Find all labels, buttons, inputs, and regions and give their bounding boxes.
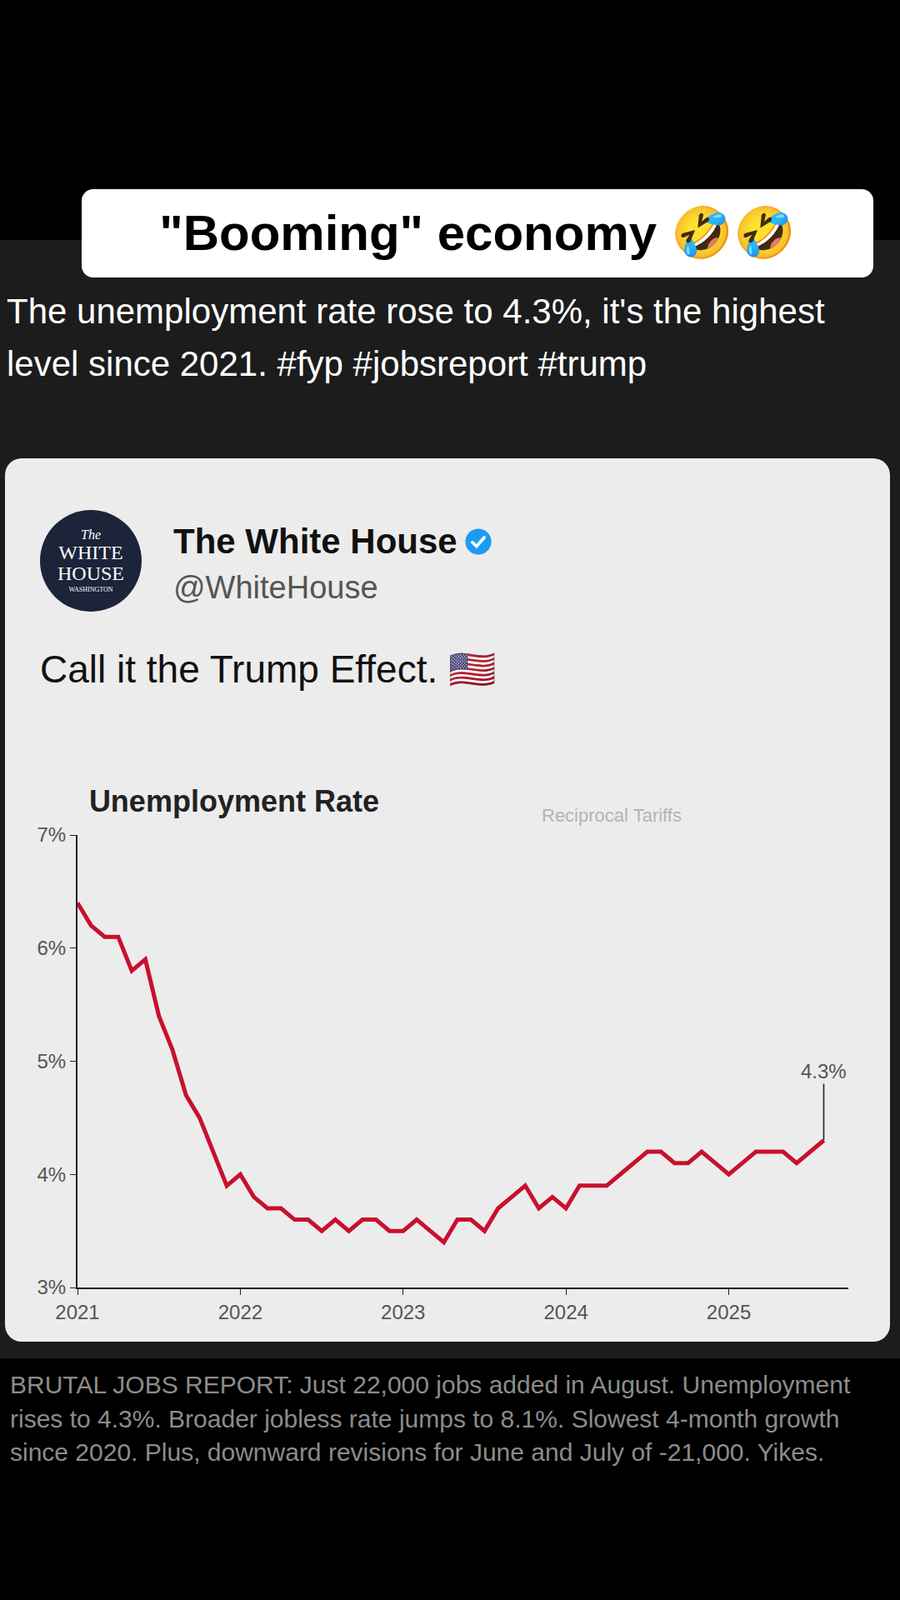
html-text:WASHINGTON: WASHINGTON [68,585,113,594]
svg-text:3%: 3% [37,1275,67,1299]
html-text:"Booming" economy 🤣🤣: "Booming" economy 🤣🤣 [159,205,796,261]
svg-text:Unemployment Rate: Unemployment Rate [89,784,380,819]
svg-text:4%: 4% [37,1163,67,1186]
html-text:Reciprocal Tariffs: Reciprocal Tariffs [541,805,682,826]
svg-text:5%: 5% [37,1050,67,1073]
html-text:@WhiteHouse: @WhiteHouse [173,570,378,605]
html-text:Call it the Trump Effect. 🇺🇸: Call it the Trump Effect. 🇺🇸 [40,647,496,691]
svg-text:2022: 2022 [218,1300,263,1324]
html-text:The: The [80,527,101,542]
html-text:HOUSE: HOUSE [57,562,125,584]
svg-text:2023: 2023 [380,1300,425,1324]
html-text:The unemployment rate rose to: The unemployment rate rose to 4.3%, it's… [6,291,825,384]
svg-text:2021: 2021 [55,1300,100,1324]
html-text:BRUTAL JOBS REPORT: Just 22,00: BRUTAL JOBS REPORT: Just 22,000 jobs add… [10,1370,851,1466]
svg-text:7%: 7% [37,823,67,846]
html-text:The White House: The White House [173,521,458,561]
svg-text:4.3%: 4.3% [800,1060,847,1083]
svg-text:2024: 2024 [543,1300,588,1324]
svg-text:2025: 2025 [706,1300,751,1324]
svg-text:6%: 6% [37,936,67,960]
html-text:WHITE: WHITE [58,541,123,563]
